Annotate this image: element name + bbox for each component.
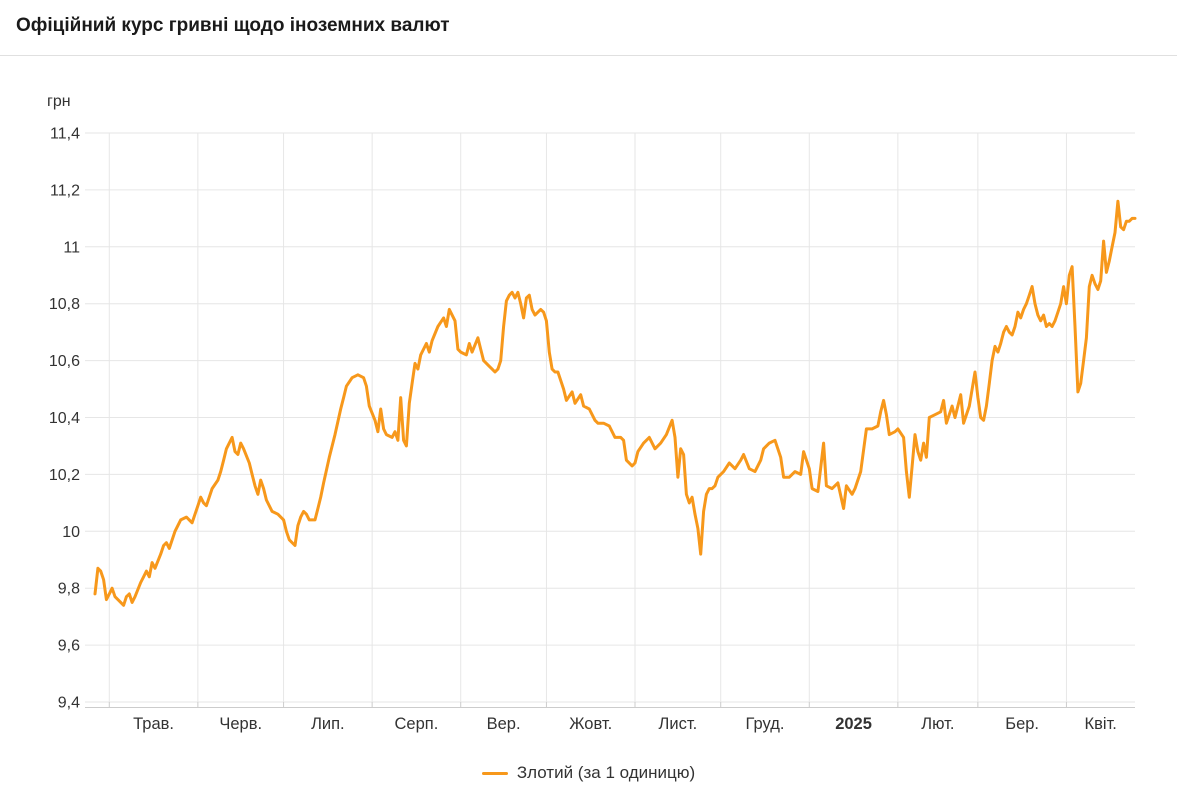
- x-axis-label: Черв.: [219, 715, 262, 733]
- x-axis-label: 2025: [835, 715, 872, 733]
- legend-line-marker: [481, 771, 508, 775]
- y-axis-tick-label: 9,8: [58, 581, 80, 598]
- y-axis-tick-label: 11,4: [50, 126, 80, 143]
- y-axis-tick-label: 10: [62, 524, 80, 541]
- y-axis-tick-label: 11,2: [50, 182, 80, 199]
- x-axis-label: Квіт.: [1085, 715, 1117, 733]
- x-axis-label: Лют.: [921, 715, 954, 733]
- legend-item-zloty[interactable]: Злотий (за 1 одиницю): [0, 763, 1177, 783]
- y-axis-tick-label: 9,4: [58, 695, 80, 712]
- line-chart-canvas[interactable]: 11,4 11,2 11 10,8 10,6 10,4 10,2 10 9,8 9,6 9,4 Тра…: [0, 0, 1177, 755]
- x-axis-label: Лист.: [659, 715, 698, 733]
- x-axis-label: Лип.: [311, 715, 345, 733]
- y-axis-tick-label: 10,6: [49, 353, 80, 370]
- x-axis-label: Вер.: [487, 715, 521, 733]
- page-title: Офіційний курс гривні щодо іноземних вал…: [16, 15, 450, 36]
- y-axis-tick-label: 10,4: [49, 410, 80, 427]
- plot-area[interactable]: [95, 133, 1135, 702]
- y-axis-tick-label: 10,8: [49, 296, 80, 313]
- x-axis-label: Серп.: [395, 715, 439, 733]
- x-axis-label: Трав.: [133, 715, 174, 733]
- y-axis-tick-label: 10,2: [49, 467, 80, 484]
- series-line-zloty: [93, 199, 1137, 607]
- y-axis-tick-label: 9,6: [58, 638, 80, 655]
- x-axis-label: Жовт.: [569, 715, 612, 733]
- legend-label: Злотий (за 1 одиницю): [516, 763, 696, 782]
- x-axis-label: Бер.: [1005, 715, 1039, 733]
- y-axis-unit-label: грн: [47, 93, 71, 110]
- y-axis-tick-label: 11: [63, 239, 80, 256]
- x-axis-label: Груд.: [746, 715, 785, 733]
- widget-header: Офіційний курс гривні щодо іноземних вал…: [0, 0, 1177, 56]
